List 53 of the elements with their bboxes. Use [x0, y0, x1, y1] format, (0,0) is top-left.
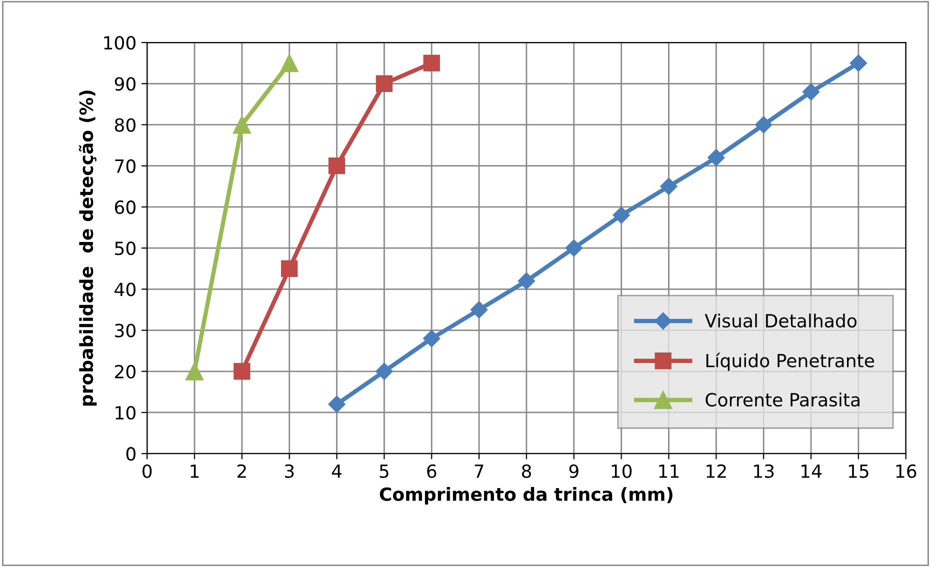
x-tick-label: 5	[380, 464, 388, 478]
y-tick-label: 40	[114, 282, 136, 296]
y-tick-label: 70	[115, 159, 136, 173]
x-tick-label: 0	[142, 464, 152, 478]
x-tick-label: 7	[474, 464, 484, 478]
point	[565, 240, 582, 257]
point	[376, 362, 393, 380]
point	[518, 272, 536, 290]
point	[376, 75, 393, 92]
point	[280, 54, 298, 72]
point	[328, 158, 346, 174]
y-tick-label: 50	[115, 242, 136, 256]
y-tick-label: 30	[115, 324, 136, 338]
x-tick-label: 1	[190, 464, 199, 478]
point	[281, 260, 298, 277]
point	[234, 363, 250, 380]
legend-label: Líquido Penetrante	[706, 352, 874, 371]
y-tick-label: 10	[116, 406, 136, 420]
x-tick-label: 13	[754, 464, 774, 478]
y-axis-title: probabilidade de detecção (%)	[78, 90, 97, 406]
point	[802, 83, 820, 100]
x-tick-label: 3	[285, 464, 294, 478]
x-axis-title: Comprimento da trinca (mm)	[380, 487, 672, 505]
x-tick-label: 4	[332, 464, 342, 478]
x-tick-label: 6	[427, 464, 436, 478]
x-tick-label: 12	[706, 464, 726, 478]
point	[423, 330, 440, 348]
point	[423, 54, 440, 72]
y-tick-label: 100	[104, 36, 136, 50]
point	[755, 116, 772, 134]
legend-label: Visual Detalhado	[704, 314, 856, 328]
legend-label: Corrente Parasita	[706, 392, 860, 407]
y-tick-label: 90	[114, 77, 136, 91]
point	[328, 396, 346, 413]
point	[232, 116, 251, 134]
y-tick-label: 0	[126, 447, 136, 461]
x-tick-label: 15	[848, 464, 868, 478]
point	[660, 178, 678, 195]
point	[850, 54, 867, 72]
y-tick-label: 60	[114, 200, 136, 214]
x-tick-label: 8	[522, 464, 531, 478]
x-tick-label: 11	[659, 464, 679, 478]
x-tick-label: 2	[238, 464, 246, 478]
x-tick-label: 16	[896, 464, 916, 478]
x-tick-label: 9	[569, 464, 578, 478]
x-tick-label: 10	[612, 464, 632, 478]
y-tick-label: 80	[114, 118, 136, 132]
point	[470, 301, 488, 318]
x-tick-label: 14	[802, 464, 822, 478]
y-tick-label: 20	[115, 364, 136, 378]
point	[708, 149, 725, 166]
point	[612, 206, 630, 224]
point	[185, 362, 204, 380]
